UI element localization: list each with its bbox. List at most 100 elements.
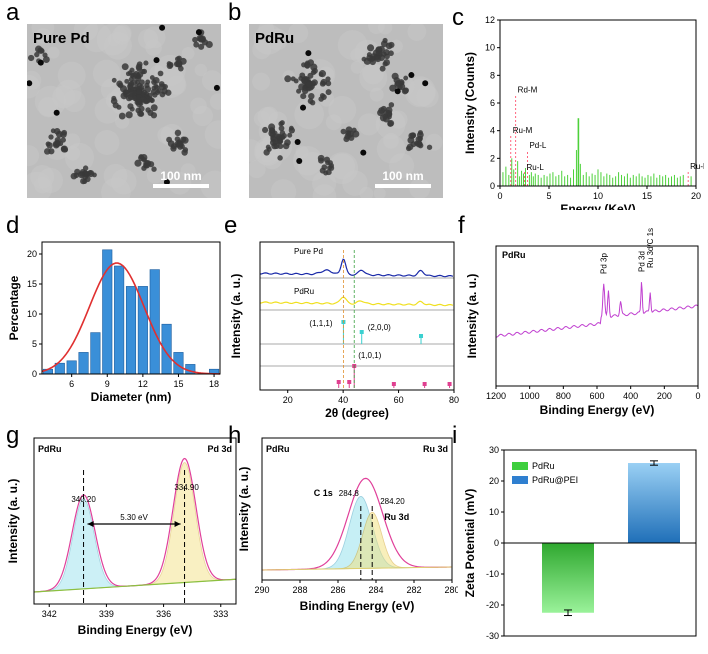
background-mottle	[359, 63, 388, 92]
x-axis-label: Binding Energy (eV)	[300, 599, 415, 613]
nanoparticle	[278, 125, 285, 132]
nanoparticle	[293, 78, 299, 84]
peak-position-label: 284.8	[339, 489, 360, 498]
series-line	[259, 258, 454, 278]
legend-label: PdRu@PEI	[532, 475, 578, 485]
nanoparticle	[48, 134, 54, 140]
panel-tag: PdRu	[38, 444, 62, 454]
nanoparticle	[389, 84, 397, 92]
nanoparticle	[301, 62, 307, 68]
nanoparticle	[320, 94, 327, 101]
background-mottle	[114, 114, 130, 129]
x-tick-label: 20	[283, 395, 293, 405]
background-mottle	[181, 46, 195, 60]
background-mottle	[312, 184, 337, 198]
y-tick-label: 0	[32, 369, 37, 379]
nanoparticle	[318, 70, 327, 78]
panel-letter-a: a	[6, 0, 20, 26]
miller-index: (1,0,1)	[358, 351, 381, 360]
nanoparticle	[150, 89, 157, 95]
nanoparticle	[192, 36, 198, 43]
panel-letter-h: h	[228, 422, 242, 449]
nanoparticle	[328, 165, 335, 171]
panel-tag: PdRu	[266, 444, 290, 454]
reference-marker	[347, 380, 352, 384]
nanoparticle	[387, 119, 395, 127]
scale-label: 100 nm	[382, 169, 424, 183]
nanoparticle	[159, 91, 166, 98]
gaussian-fit	[41, 262, 221, 375]
nanoparticle	[416, 141, 423, 147]
x-tick-label: 1000	[520, 391, 540, 401]
dense-particle	[159, 24, 166, 31]
x-tick-label: 60	[394, 395, 404, 405]
nanoparticle	[37, 47, 45, 54]
y-tick-label: 10	[485, 43, 495, 53]
nanoparticle	[323, 170, 329, 176]
legend-swatch	[512, 476, 528, 484]
arrow-head	[174, 521, 181, 527]
y-tick-label: 12	[485, 15, 495, 25]
x-tick-label: 333	[213, 609, 228, 619]
miller-index: (1,1,1)	[309, 319, 332, 328]
background-mottle	[357, 113, 381, 136]
reference-marker	[359, 330, 364, 334]
nanoparticle	[181, 136, 189, 144]
nanoparticle	[145, 107, 151, 113]
nanoparticle	[369, 58, 376, 66]
scale-label: 100 nm	[160, 169, 202, 183]
x-axis-label: Energy (KeV)	[560, 202, 635, 210]
peak-annotation: Pd 3d	[638, 251, 647, 272]
xps-ru3d-chart: 284.8 C 1s 284.20 Ru 3d PdRu Ru 3d 290 288 286 28…	[238, 437, 458, 613]
background-mottle	[294, 99, 325, 130]
nanoparticle	[391, 72, 399, 80]
peak-position-label: 284.20	[380, 497, 405, 506]
y-tick-label: -10	[486, 569, 499, 579]
y-tick-label: 0	[494, 538, 499, 548]
background-mottle	[253, 110, 271, 127]
panel-tag: Pd 3d	[207, 444, 232, 454]
background-mottle	[287, 24, 309, 44]
xps-pd3d-chart: 340.20 334.90 5.30 eV PdRu Pd 3d 342 339 336 333…	[6, 437, 237, 637]
nanoparticle	[388, 102, 395, 108]
nanoparticle	[340, 128, 347, 135]
nanoparticle	[416, 131, 424, 139]
nanoparticle	[268, 129, 276, 137]
nanoparticle	[366, 52, 372, 58]
background-mottle	[101, 177, 131, 198]
nanoparticle	[155, 89, 161, 95]
nanoparticle	[275, 134, 283, 141]
x-tick-label: 6	[69, 379, 74, 389]
nanoparticle	[284, 75, 292, 83]
nanoparticle	[82, 178, 88, 184]
nanoparticle	[175, 60, 183, 68]
nanoparticle	[325, 89, 332, 96]
edx-peak-label: Ru-L	[527, 163, 545, 172]
nanoparticle	[300, 93, 307, 100]
panel-letter-g: g	[6, 422, 20, 449]
scale-bar: 100 nm	[375, 169, 431, 188]
nanoparticle	[284, 139, 291, 146]
nanoparticle	[176, 140, 182, 146]
reference-marker	[391, 382, 396, 386]
panel-tag: Ru 3d	[423, 444, 448, 454]
y-tick-label: -30	[486, 631, 499, 641]
reference-marker	[447, 382, 452, 386]
size-histogram: 6 9 12 15 18 0 5 10 15 20 Diameter (nm) Percentage	[7, 241, 221, 404]
nanoparticle	[308, 92, 315, 100]
xps-survey-chart: PdRu Pd 3p Pd 3d Ru 3d/C 1s 1200 1000 800 600 40…	[465, 228, 701, 417]
background-mottle	[138, 28, 159, 50]
x-tick-label: 18	[209, 379, 219, 389]
legend-swatch	[512, 462, 528, 470]
nanoparticle	[403, 75, 409, 81]
nanoparticle	[182, 147, 189, 153]
nanoparticle	[409, 132, 417, 139]
y-tick-label: 8	[490, 70, 495, 80]
peak-position-label: 334.90	[174, 483, 199, 492]
nanoparticle	[319, 80, 326, 87]
splitting-label: 5.30 eV	[120, 513, 148, 522]
nanoparticle	[140, 96, 147, 103]
x-tick-label: 284	[368, 585, 383, 595]
nanoparticle	[50, 128, 56, 134]
nanoparticle	[53, 128, 61, 135]
